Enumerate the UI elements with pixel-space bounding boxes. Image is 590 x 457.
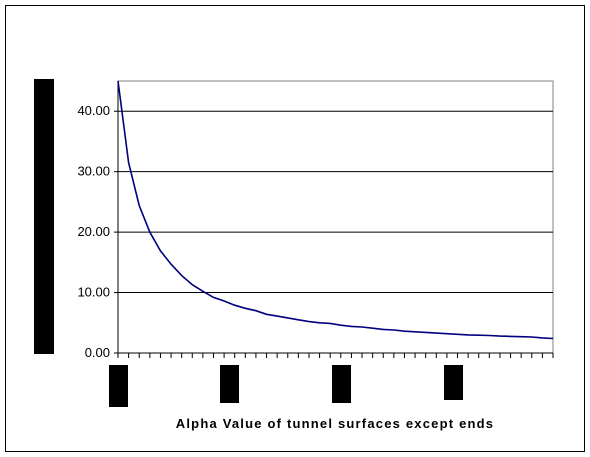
- gridlines: [114, 81, 553, 354]
- x-tick-label-redaction: [220, 365, 239, 403]
- x-tick-label-redaction: [109, 365, 128, 407]
- y-tick-label: 30.00: [77, 164, 110, 179]
- x-tick-marks: [117, 353, 554, 358]
- y-tick-label: 0.00: [85, 345, 110, 360]
- y-tick-labels: 0.00 10.00 20.00 30.00 40.00: [77, 103, 110, 360]
- plot-area: [117, 80, 554, 354]
- x-tick-label-redaction: [332, 365, 351, 403]
- y-tick-label: 40.00: [77, 103, 110, 118]
- series-group: [117, 80, 554, 340]
- x-tick-label-redactions: [109, 365, 463, 407]
- y-axis-title-redaction: [34, 79, 54, 354]
- y-tick-label: 20.00: [77, 224, 110, 239]
- series-line: [117, 80, 554, 340]
- x-axis-label: Alpha Value of tunnel surfaces except en…: [176, 416, 494, 431]
- x-tick-label-redaction: [444, 365, 463, 400]
- y-tick-label: 10.00: [77, 285, 110, 300]
